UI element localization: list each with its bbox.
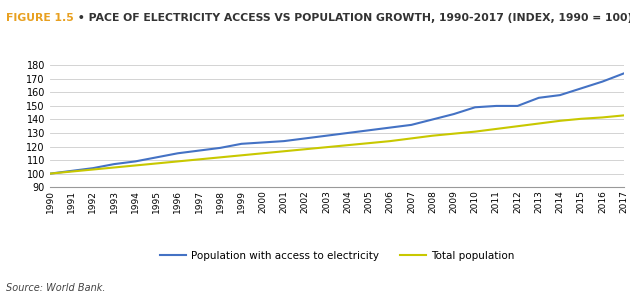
Total population	[535, 122, 542, 125]
Total population	[386, 139, 394, 143]
Population with access to electricity	[110, 162, 118, 166]
Population with access to electricity	[280, 139, 288, 143]
Total population	[429, 134, 437, 138]
Total population	[578, 117, 585, 121]
Population with access to electricity	[174, 151, 181, 155]
Line: Population with access to electricity: Population with access to electricity	[50, 73, 624, 173]
Population with access to electricity	[259, 141, 266, 144]
Population with access to electricity	[47, 172, 54, 175]
Total population	[110, 166, 118, 169]
Total population	[450, 132, 457, 135]
Total population	[217, 156, 224, 159]
Population with access to electricity	[535, 96, 542, 99]
Total population	[132, 164, 139, 167]
Population with access to electricity	[450, 112, 457, 116]
Total population	[195, 158, 203, 161]
Text: FIGURE 1.5: FIGURE 1.5	[6, 13, 74, 23]
Total population	[365, 141, 373, 145]
Population with access to electricity	[513, 104, 521, 108]
Text: Source: World Bank.: Source: World Bank.	[6, 282, 106, 293]
Population with access to electricity	[620, 72, 627, 75]
Population with access to electricity	[344, 131, 352, 135]
Total population	[153, 162, 161, 165]
Total population	[598, 116, 606, 119]
Population with access to electricity	[556, 93, 564, 97]
Population with access to electricity	[493, 104, 500, 108]
Total population	[556, 119, 564, 123]
Population with access to electricity	[238, 142, 245, 146]
Text: • PACE OF ELECTRICITY ACCESS VS POPULATION GROWTH, 1990-2017 (INDEX, 1990 = 100): • PACE OF ELECTRICITY ACCESS VS POPULATI…	[74, 13, 630, 23]
Total population	[301, 147, 309, 151]
Population with access to electricity	[323, 134, 330, 138]
Total population	[259, 151, 266, 155]
Population with access to electricity	[68, 169, 76, 173]
Population with access to electricity	[429, 118, 437, 121]
Total population	[280, 149, 288, 153]
Population with access to electricity	[471, 105, 479, 109]
Total population	[471, 130, 479, 133]
Total population	[174, 159, 181, 163]
Population with access to electricity	[195, 149, 203, 152]
Line: Total population: Total population	[50, 116, 624, 173]
Population with access to electricity	[217, 146, 224, 150]
Population with access to electricity	[89, 166, 96, 170]
Total population	[89, 168, 96, 171]
Population with access to electricity	[598, 80, 606, 83]
Population with access to electricity	[578, 86, 585, 90]
Total population	[323, 146, 330, 149]
Total population	[620, 114, 627, 117]
Population with access to electricity	[365, 129, 373, 132]
Total population	[344, 143, 352, 147]
Population with access to electricity	[153, 156, 161, 159]
Total population	[68, 170, 76, 173]
Population with access to electricity	[386, 126, 394, 129]
Population with access to electricity	[132, 159, 139, 163]
Total population	[408, 137, 415, 140]
Total population	[513, 124, 521, 128]
Population with access to electricity	[301, 137, 309, 140]
Total population	[493, 127, 500, 131]
Legend: Population with access to electricity, Total population: Population with access to electricity, T…	[156, 247, 518, 265]
Total population	[47, 172, 54, 175]
Population with access to electricity	[408, 123, 415, 127]
Total population	[238, 154, 245, 157]
